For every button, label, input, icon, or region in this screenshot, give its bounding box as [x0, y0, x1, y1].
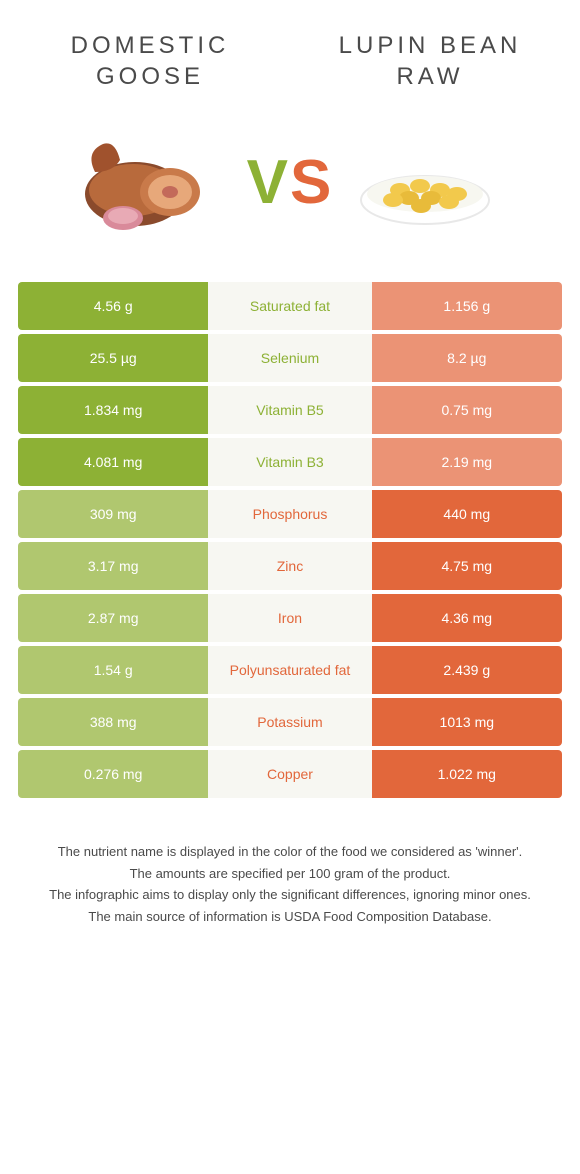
nutrient-label: Vitamin B3 [208, 438, 371, 486]
vs-v: V [247, 148, 290, 217]
right-value: 1.022 mg [372, 750, 562, 798]
food-left-image [75, 122, 235, 242]
left-value: 309 mg [18, 490, 208, 538]
table-row: 4.081 mgVitamin B32.19 mg [18, 438, 562, 486]
nutrient-label: Copper [208, 750, 371, 798]
right-value: 4.75 mg [372, 542, 562, 590]
header: DOMESTIC GOOSE LUPIN BEAN RAW [0, 0, 580, 112]
nutrient-label: Zinc [208, 542, 371, 590]
table-row: 0.276 mgCopper1.022 mg [18, 750, 562, 798]
footer-line: The amounts are specified per 100 gram o… [30, 864, 550, 884]
food-right-image [345, 122, 505, 242]
left-value: 4.56 g [18, 282, 208, 330]
vs-label: VS [247, 147, 334, 218]
left-value: 2.87 mg [18, 594, 208, 642]
right-value: 8.2 µg [372, 334, 562, 382]
table-row: 1.834 mgVitamin B50.75 mg [18, 386, 562, 434]
footer-line: The nutrient name is displayed in the co… [30, 842, 550, 862]
nutrient-label: Potassium [208, 698, 371, 746]
comparison-table: 4.56 gSaturated fat1.156 g25.5 µgSeleniu… [0, 282, 580, 798]
food-left-title: DOMESTIC GOOSE [24, 30, 276, 92]
food-right-title: LUPIN BEAN RAW [304, 30, 556, 92]
table-row: 1.54 gPolyunsaturated fat2.439 g [18, 646, 562, 694]
left-value: 1.54 g [18, 646, 208, 694]
right-value: 0.75 mg [372, 386, 562, 434]
footer-line: The main source of information is USDA F… [30, 907, 550, 927]
table-row: 2.87 mgIron4.36 mg [18, 594, 562, 642]
right-value: 4.36 mg [372, 594, 562, 642]
nutrient-label: Selenium [208, 334, 371, 382]
left-value: 4.081 mg [18, 438, 208, 486]
left-value: 388 mg [18, 698, 208, 746]
right-value: 2.19 mg [372, 438, 562, 486]
infographic-container: DOMESTIC GOOSE LUPIN BEAN RAW VS [0, 0, 580, 948]
vs-row: VS [0, 112, 580, 282]
table-row: 3.17 mgZinc4.75 mg [18, 542, 562, 590]
table-row: 309 mgPhosphorus440 mg [18, 490, 562, 538]
nutrient-label: Phosphorus [208, 490, 371, 538]
table-row: 25.5 µgSelenium8.2 µg [18, 334, 562, 382]
footer-line: The infographic aims to display only the… [30, 885, 550, 905]
right-value: 1013 mg [372, 698, 562, 746]
table-row: 388 mgPotassium1013 mg [18, 698, 562, 746]
left-value: 0.276 mg [18, 750, 208, 798]
nutrient-label: Saturated fat [208, 282, 371, 330]
right-value: 440 mg [372, 490, 562, 538]
vs-s: S [290, 148, 333, 217]
nutrient-label: Vitamin B5 [208, 386, 371, 434]
footer-notes: The nutrient name is displayed in the co… [0, 802, 580, 948]
nutrient-label: Iron [208, 594, 371, 642]
left-value: 3.17 mg [18, 542, 208, 590]
left-value: 1.834 mg [18, 386, 208, 434]
right-value: 1.156 g [372, 282, 562, 330]
left-value: 25.5 µg [18, 334, 208, 382]
nutrient-label: Polyunsaturated fat [208, 646, 371, 694]
table-row: 4.56 gSaturated fat1.156 g [18, 282, 562, 330]
right-value: 2.439 g [372, 646, 562, 694]
